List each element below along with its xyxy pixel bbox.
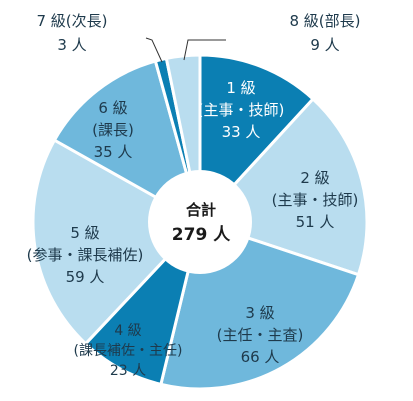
slice-label-count-5: 59 人 [66,268,105,286]
total-label: 合計 [185,201,216,219]
leader-lines [145,37,226,63]
slice-label-role-2: (主事・技師) [272,191,359,209]
leader-line-8 [183,39,226,61]
slice-label-grade-1: 1 級 [226,79,255,97]
external-label-count-7: 3 人 [57,36,86,54]
slice-label-grade-5: 5 級 [70,224,99,242]
slice-label-count-4: 23 人 [110,363,146,379]
slice-label-count-6: 35 人 [94,143,133,161]
slice-label-role-6: (課長) [92,121,134,139]
total-value: 279 人 [172,225,231,245]
slice-label-role-5: (参事・課長補佐) [27,246,144,264]
slice-grade-5 [31,138,202,346]
external-label-grade-7: 7 級(次長) [36,12,107,30]
slice-label-count-2: 51 人 [296,213,335,231]
external-label-count-8: 9 人 [310,36,339,54]
slice-label-role-3: (主任・主査) [217,326,304,344]
slice-label-role-4: (課長補佐・主任) [74,343,183,359]
labels-group: 1 級 (主事・技師) 33 人 2 級 (主事・技師) 51 人 3 級 (主任・主査) 66… [27,12,361,379]
leader-line-7 [145,37,163,63]
donut-hole [148,170,252,274]
slice-label-role-1: (主事・技師) [198,101,285,119]
slice-label-grade-3: 3 級 [245,304,274,322]
slice-label-grade-4: 4 級 [114,323,141,339]
slice-label-count-3: 66 人 [241,348,280,366]
slice-label-grade-2: 2 級 [300,169,329,187]
external-label-grade-8: 8 級(部長) [289,12,360,30]
slice-label-grade-6: 6 級 [98,99,127,117]
slice-label-count-1: 33 人 [222,123,261,141]
slice-grade-6 [52,59,202,224]
